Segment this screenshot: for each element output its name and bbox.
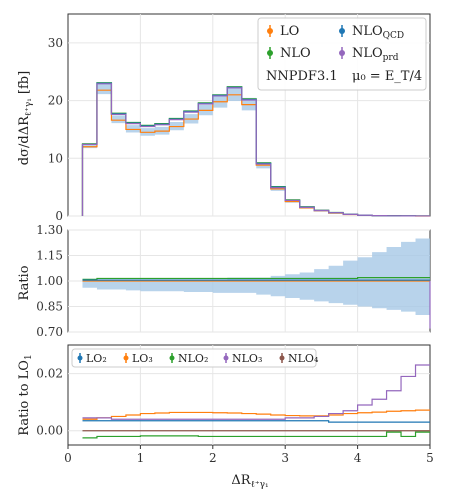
annotation-scale: μ₀ = E_T/4 (352, 69, 422, 84)
main-ytick-0: 0 (55, 209, 63, 223)
lo1-series-LO₃ (82, 409, 430, 420)
lo1-series-NLO₃ (82, 364, 430, 420)
main-legend: LO NLO NLOQCD NLOprd NNPDF3.1 μ₀ = E_T/4 (257, 17, 427, 91)
lo1-legend-label-4: NLO₄ (288, 352, 319, 365)
lo1-legend-marker-dot-4 (279, 355, 285, 361)
ratio-panel: 0.70 0.85 1.00 1.15 1.30 (36, 223, 431, 339)
ratio-ylabel: Ratio (17, 265, 32, 300)
lo1-legend: LO₂ LO₃ NLO₂ NLO₃ NLO₄ (71, 348, 319, 368)
main-ytick-10: 10 (48, 151, 63, 165)
lo1-series-NLO₂ (82, 431, 430, 439)
legend-marker-dot-1 (267, 50, 273, 56)
ratio-series-nlo (82, 277, 430, 280)
ratio-ytick-0: 0.70 (36, 325, 63, 339)
legend-marker-dot-0 (267, 28, 273, 34)
lo1-legend-label-0: LO₂ (86, 352, 107, 365)
lo1-legend-marker-dot-3 (223, 355, 229, 361)
lo1-legend-marker-dot-2 (169, 355, 175, 361)
lo1-legend-label-1: LO₃ (132, 352, 153, 365)
xtick-label-5: 5 (426, 451, 434, 465)
legend-label-0: LO (280, 24, 299, 39)
ratio-ytick-4: 1.30 (36, 223, 63, 237)
lo1-ytick-1: 0.02 (36, 367, 63, 381)
xtick-label-3: 3 (281, 451, 289, 465)
lo1-legend-box (71, 348, 317, 368)
main-ytick-20: 20 (48, 94, 63, 108)
ratio-ytick-3: 1.15 (36, 249, 63, 263)
lo1-legend-label-2: NLO₂ (178, 352, 208, 365)
annotation-pdf: NNPDF3.1 (266, 69, 338, 84)
legend-marker-dot-3 (339, 50, 345, 56)
legend-label-1: NLO (280, 46, 311, 61)
lo1-ytick-0: 0.00 (36, 424, 63, 438)
lo1-legend-marker-dot-0 (77, 355, 83, 361)
ratio-ytick-1: 0.85 (36, 300, 63, 314)
ratio-uncertainty-band (82, 238, 430, 315)
xtick-label-2: 2 (209, 451, 217, 465)
xlabel: ΔRℓ⁺γ₁ (231, 473, 268, 490)
main-ylabel: dσ/dΔRℓ⁺γ₁[fb] (17, 71, 34, 165)
lo1-legend-label-3: NLO₃ (232, 352, 262, 365)
main-ytick-30: 30 (48, 36, 63, 50)
legend-marker-dot-2 (339, 28, 345, 34)
legend-label-2: NLOQCD (352, 24, 404, 41)
xtick-label-1: 1 (137, 451, 145, 465)
xtick-label-0: 0 (64, 451, 72, 465)
ratio-lo1-ylabel: Ratio to LO1 (17, 354, 34, 435)
main-series-nlo-prd (81, 83, 430, 217)
lo1-legend-marker-dot-1 (123, 355, 129, 361)
xtick-label-4: 4 (354, 451, 362, 465)
lo1-series-LO₂ (82, 420, 430, 423)
ratio-ytick-2: 1.00 (36, 274, 63, 288)
legend-label-3: NLOprd (352, 46, 399, 63)
